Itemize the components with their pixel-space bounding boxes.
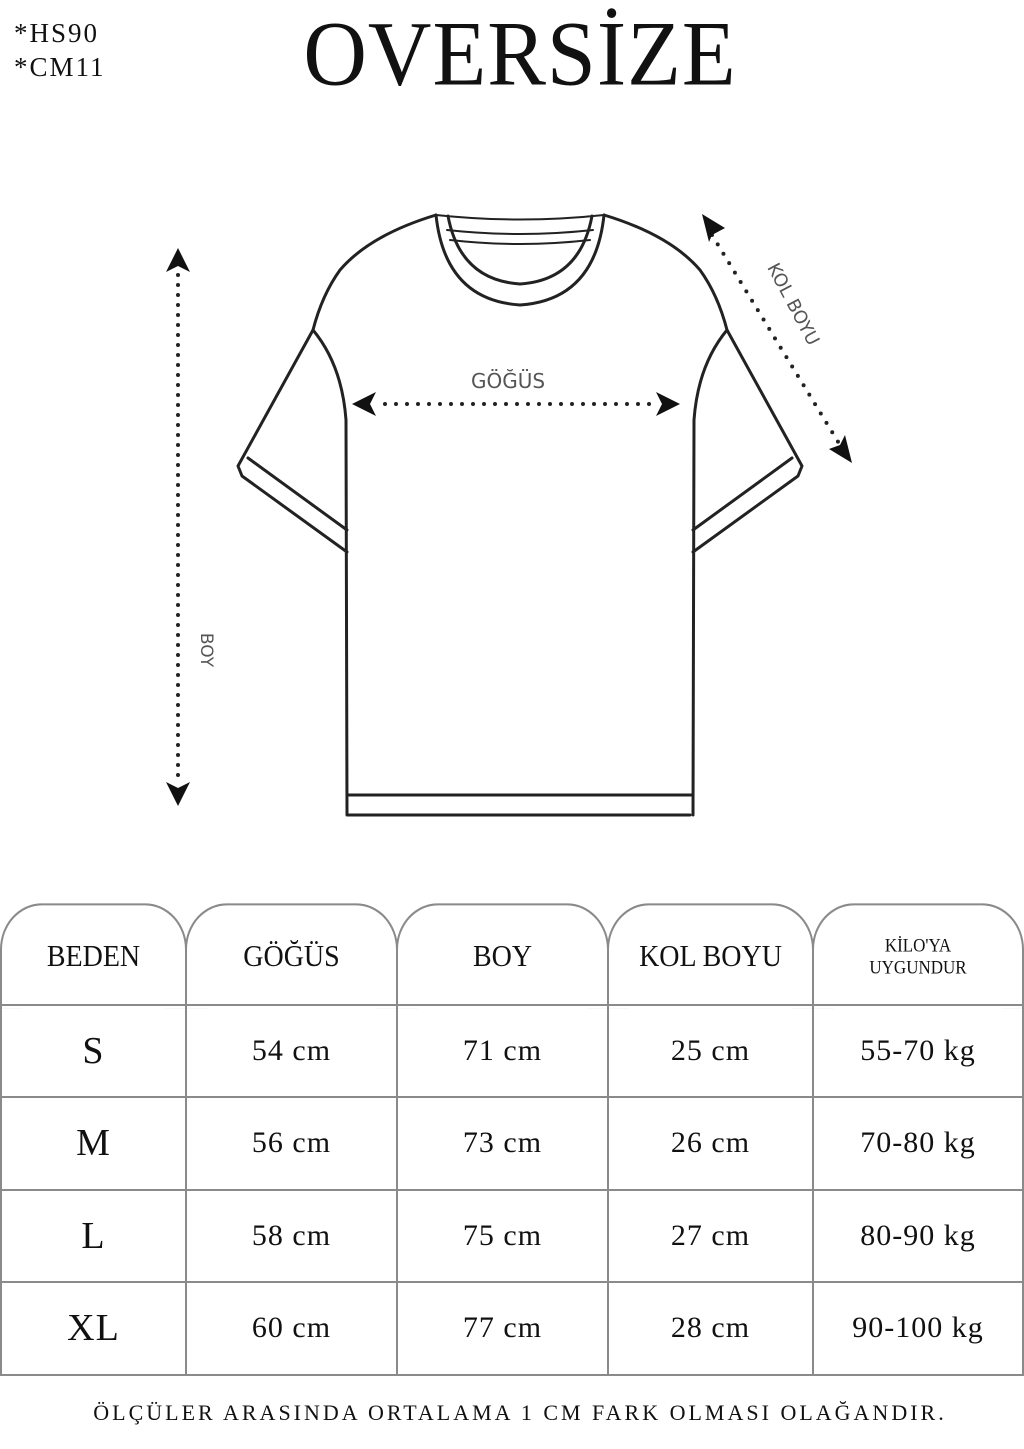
page-title: OVERSİZE bbox=[303, 3, 737, 106]
product-code: *CM11 bbox=[14, 52, 106, 82]
divider bbox=[0, 1096, 1024, 1098]
length-label: BOY bbox=[196, 633, 216, 668]
divider bbox=[0, 1374, 1024, 1376]
cell-chest: 56 cm bbox=[251, 1125, 332, 1159]
cell-sleeve: 26 cm bbox=[670, 1125, 751, 1159]
divider bbox=[1022, 1004, 1024, 1376]
chest-label: GÖĞÜS bbox=[471, 369, 545, 393]
divider bbox=[0, 1004, 2, 1376]
cell-chest: 58 cm bbox=[251, 1218, 332, 1252]
cell-sleeve: 25 cm bbox=[670, 1033, 751, 1067]
sleeve-arrow bbox=[702, 214, 852, 463]
cell-length: 71 cm bbox=[462, 1033, 543, 1067]
divider bbox=[185, 1004, 187, 1376]
divider bbox=[812, 1004, 814, 1376]
cell-size: S bbox=[82, 1029, 105, 1072]
cell-size: XL bbox=[67, 1306, 120, 1349]
cell-size: L bbox=[81, 1214, 106, 1257]
table-body: S 54 cm 71 cm 25 cm 55-70 kg M 56 cm 73 cm 26 cm… bbox=[0, 1004, 1024, 1376]
divider bbox=[0, 1189, 1024, 1191]
cell-weight: 80-90 kg bbox=[860, 1218, 976, 1252]
product-codes: *HS90 *CM11 bbox=[14, 16, 106, 84]
chest-arrow bbox=[352, 392, 680, 416]
cell-sleeve: 27 cm bbox=[670, 1218, 751, 1252]
length-arrow bbox=[166, 248, 190, 806]
product-code: *HS90 bbox=[14, 18, 100, 48]
cell-length: 77 cm bbox=[462, 1310, 543, 1344]
cell-length: 75 cm bbox=[462, 1218, 543, 1252]
header-weight-line: UYGUNDUR bbox=[869, 957, 967, 978]
sleeve-label: KOL BOYU bbox=[762, 260, 823, 349]
divider bbox=[396, 1004, 398, 1376]
cell-length: 73 cm bbox=[462, 1125, 543, 1159]
header-sleeve: KOL BOYU bbox=[607, 903, 814, 1009]
cell-sleeve: 28 cm bbox=[670, 1310, 751, 1344]
divider bbox=[0, 1281, 1024, 1283]
tshirt-diagram: GÖĞÜS BOY KOL BOYU bbox=[166, 213, 852, 817]
cell-size: M bbox=[76, 1121, 111, 1164]
divider bbox=[0, 1004, 1024, 1006]
size-table: BEDEN GÖĞÜS BOY KOL BOYU KİLO'YA UYGUNDUR… bbox=[0, 903, 1024, 1376]
header-weight: KİLO'YA UYGUNDUR bbox=[812, 903, 1024, 1009]
header-chest: GÖĞÜS bbox=[185, 903, 398, 1009]
tshirt-outline bbox=[236, 213, 804, 817]
header-size: BEDEN bbox=[0, 903, 187, 1009]
cell-weight: 70-80 kg bbox=[860, 1125, 976, 1159]
divider bbox=[607, 1004, 609, 1376]
header-length: BOY bbox=[396, 903, 609, 1009]
cell-chest: 54 cm bbox=[251, 1033, 332, 1067]
cell-chest: 60 cm bbox=[251, 1310, 332, 1344]
cell-weight: 90-100 kg bbox=[852, 1310, 984, 1344]
footer-note: ÖLÇÜLER ARASINDA ORTALAMA 1 CM FARK OLMA… bbox=[93, 1400, 947, 1425]
header-weight-line: KİLO'YA bbox=[884, 935, 952, 956]
cell-weight: 55-70 kg bbox=[860, 1033, 976, 1067]
